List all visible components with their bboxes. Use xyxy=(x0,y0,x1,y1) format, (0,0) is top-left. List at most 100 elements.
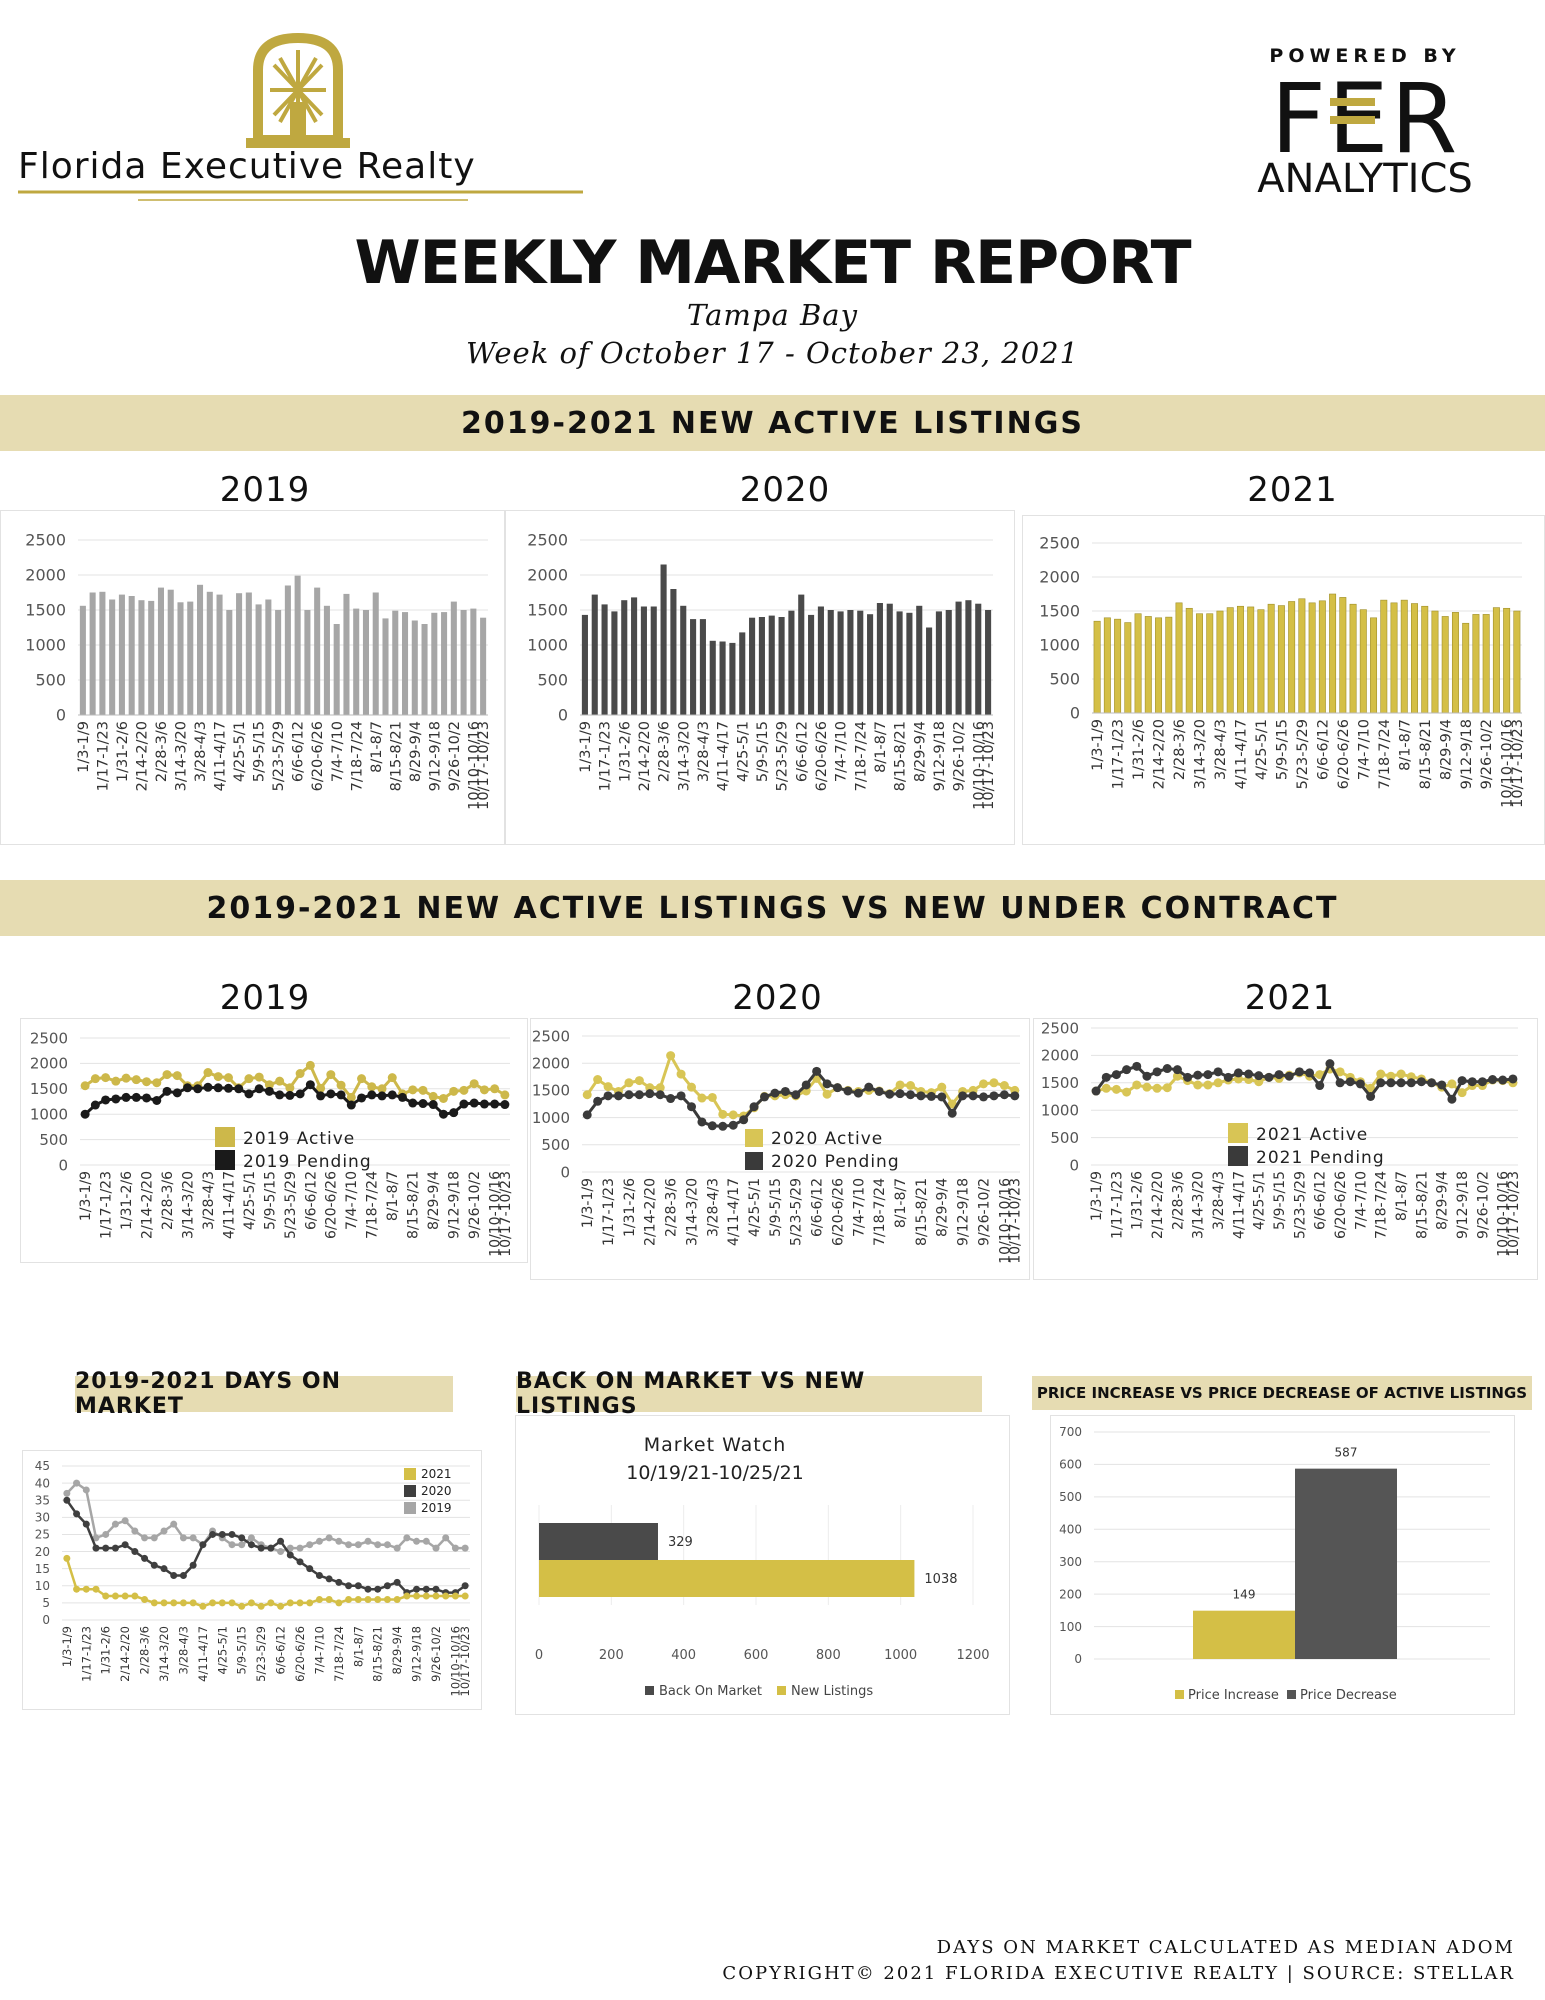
point-dom-2020-6/13-6/19 xyxy=(286,1551,294,1559)
bar-6/6-6/12 xyxy=(798,594,805,715)
point-dom-2020-7/18-7/24 xyxy=(335,1578,343,1586)
point-2020-active-8/1-8/7 xyxy=(895,1080,905,1090)
point-2020-pending-9/12-9/18 xyxy=(958,1091,968,1101)
point-dom-2019-3/28-4/3 xyxy=(179,1534,187,1542)
bar-2/21-2/27 xyxy=(148,600,155,715)
point-2019-pending-5/23-5/29 xyxy=(285,1090,295,1100)
bar-1/3-1/9 xyxy=(581,614,588,715)
point-dom-2019-8/15-8/21 xyxy=(374,1541,382,1549)
bar-5/30-6/5 xyxy=(284,585,291,715)
point-dom-2021-6/20-6/26 xyxy=(296,1599,304,1607)
point-2019-pending-3/14-3/20 xyxy=(183,1083,192,1093)
bar-5/23-5/29 xyxy=(275,610,282,715)
point-dom-2019-2/14-2/20 xyxy=(121,1517,129,1525)
bar-8/22-8/28 xyxy=(401,612,409,715)
point-dom-2021-8/22-8/28 xyxy=(383,1595,391,1603)
chart-subtitle: 10/19/21-10/25/21 xyxy=(626,1462,804,1484)
bar-2/7-2/13 xyxy=(128,596,135,715)
point-2021-pending-5/16-5/22 xyxy=(1284,1071,1294,1081)
point-dom-2020-8/15-8/21 xyxy=(374,1585,382,1593)
point-2020-pending-6/20-6/26 xyxy=(833,1083,842,1093)
point-2019-active-7/4-7/10 xyxy=(346,1092,356,1102)
x-tick-label: 8/1-8/7 xyxy=(1397,719,1413,771)
x-tick-label: 3/14-3/20 xyxy=(180,1171,196,1239)
point-2021-pending-4/4-4/10 xyxy=(1223,1072,1233,1082)
point-2021-pending-5/23-5/29 xyxy=(1294,1067,1304,1077)
point-dom-2019-3/21-3/27 xyxy=(170,1520,178,1528)
x-tick-label: 8/29-9/4 xyxy=(1438,719,1454,780)
x-tick-label: 10/10-10/16 xyxy=(971,721,987,810)
point-2019-active-6/20-6/26 xyxy=(326,1070,336,1080)
point-2021-active-6/20-6/26 xyxy=(1335,1067,1345,1077)
bar-1/10-1/16 xyxy=(1103,617,1111,714)
x-tick-label: 4/25-5/1 xyxy=(232,721,248,782)
point-dom-2021-5/30-6/5 xyxy=(267,1599,275,1607)
point-2019-pending-6/6-6/12 xyxy=(305,1080,315,1090)
chart-frame xyxy=(20,1018,528,1263)
x-tick-label: 7/4-7/10 xyxy=(312,1626,326,1674)
x-tick-label: 10/17-10/23 xyxy=(498,1171,514,1257)
bar-new-listings xyxy=(539,1560,915,1597)
point-2019-active-10/10-10/16 xyxy=(490,1084,500,1094)
point-2019-active-5/23-5/29 xyxy=(285,1083,295,1093)
point-2019-active-8/1-8/7 xyxy=(387,1073,397,1083)
point-2020-pending-5/2-5/8 xyxy=(760,1092,769,1102)
point-2021-active-6/6-6/12 xyxy=(1315,1070,1325,1080)
point-dom-2021-7/25-7/31 xyxy=(345,1595,353,1603)
point-2019-pending-5/16-5/22 xyxy=(275,1090,285,1100)
bar-2/14-2/20 xyxy=(138,600,145,715)
x-tick-label: 2/14-2/20 xyxy=(139,1171,155,1239)
point-2019-pending-2/14-2/20 xyxy=(142,1093,152,1103)
point-2020-pending-7/18-7/24 xyxy=(874,1086,884,1096)
legend-label: 2021 Pending xyxy=(1256,1148,1385,1168)
point-2020-pending-6/27-7/3 xyxy=(843,1086,853,1096)
legend-label: 2020 Active xyxy=(771,1129,883,1149)
bar-back-on-market xyxy=(539,1523,658,1560)
x-tick-label: 1/31-2/6 xyxy=(1131,719,1147,780)
point-dom-2019-6/27-7/3 xyxy=(306,1541,314,1549)
point-2019-active-7/18-7/24 xyxy=(367,1082,377,1092)
bar-7/4-7/10 xyxy=(837,611,844,715)
x-tick-label: 5/23-5/29 xyxy=(789,1178,805,1246)
point-2019-active-9/26-10/2 xyxy=(469,1079,479,1089)
bar-7/18-7/24 xyxy=(857,610,864,715)
x-tick-label: 2/28-3/6 xyxy=(138,1626,152,1674)
point-dom-2021-6/27-7/3 xyxy=(306,1599,314,1607)
point-2020-pending-8/29-9/4 xyxy=(937,1092,947,1102)
y-tick-label: 1000 xyxy=(1041,1101,1079,1119)
point-dom-2019-8/29-9/4 xyxy=(393,1544,401,1552)
analytics-label: ANALYTICS xyxy=(1257,156,1473,200)
point-2021-pending-6/6-6/12 xyxy=(1315,1081,1325,1091)
x-tick-label: 9/26-10/2 xyxy=(1479,719,1495,789)
y-tick-label: 1000 xyxy=(30,1105,68,1123)
x-tick-label: 1/31-2/6 xyxy=(115,721,131,782)
x-tick-label: 1/31-2/6 xyxy=(622,1178,638,1237)
point-dom-2020-3/7-3/13 xyxy=(150,1561,158,1569)
y-tick-label: 1000 xyxy=(532,1109,570,1127)
point-2020-pending-6/6-6/12 xyxy=(812,1066,822,1076)
x-tick-label: 10/10-10/16 xyxy=(1496,1171,1512,1257)
point-2019-active-5/9-5/15 xyxy=(264,1080,274,1090)
point-dom-2021-4/25-5/1 xyxy=(218,1599,226,1607)
point-2019-pending-1/10-1/16 xyxy=(90,1100,100,1110)
bar-7/18-7/24 xyxy=(1380,599,1388,714)
point-dom-2019-7/11-7/17 xyxy=(325,1534,333,1542)
bar-chart-active-2020: 0 500 1000 1500 2000 2500 1/3-1/9 1/17-1/23 1/31… xyxy=(505,510,1015,845)
bar-8/1-8/7 xyxy=(1400,599,1408,714)
point-2021-active-2/14-2/20 xyxy=(1152,1083,1162,1093)
point-dom-2019-5/16-5/22 xyxy=(247,1534,255,1542)
legend-swatch xyxy=(404,1485,416,1497)
legend-label: 2021 xyxy=(421,1467,452,1481)
point-2021-pending-5/2-5/8 xyxy=(1264,1072,1274,1082)
x-tick-label: 2/14-2/20 xyxy=(643,1178,659,1246)
x-tick-label: 5/9-5/15 xyxy=(768,1178,784,1237)
point-dom-2020-7/25-7/31 xyxy=(345,1582,353,1590)
x-tick-label: 4/11-4/17 xyxy=(196,1626,210,1682)
point-dom-2020-6/27-7/3 xyxy=(306,1565,314,1573)
legend-label: 2021 Active xyxy=(1256,1125,1368,1145)
point-2021-pending-6/20-6/26 xyxy=(1335,1078,1345,1088)
bar-1/17-1/23 xyxy=(99,591,106,715)
y-tick-label: 1500 xyxy=(30,1080,68,1098)
point-2019-pending-3/21-3/27 xyxy=(193,1084,203,1094)
point-dom-2021-10/17-10/23 xyxy=(461,1592,469,1600)
